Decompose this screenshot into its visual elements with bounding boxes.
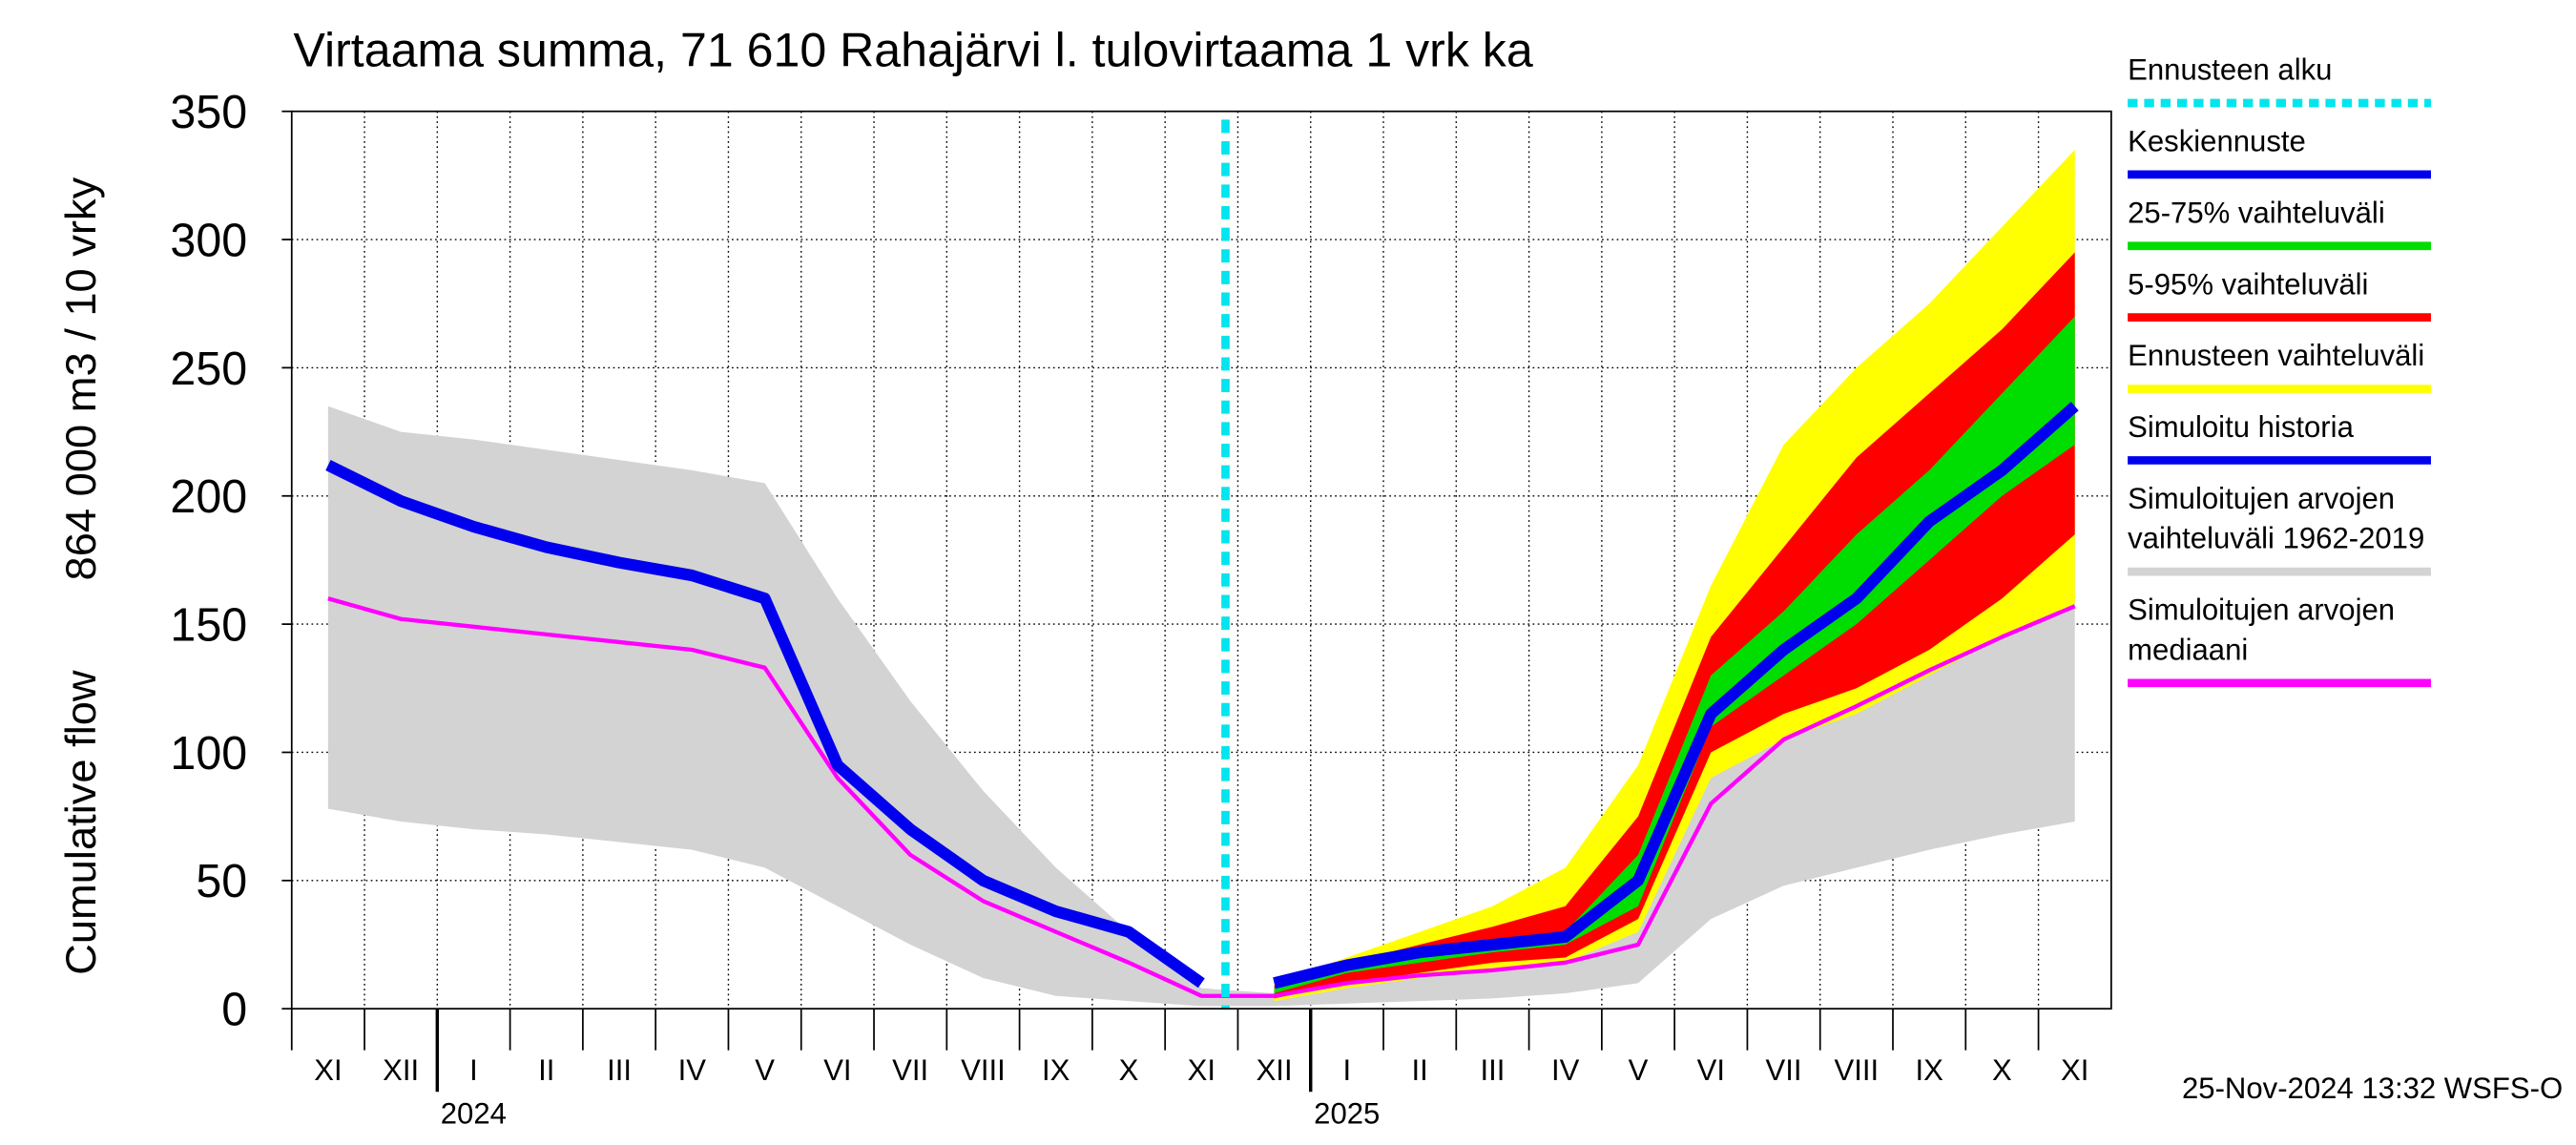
y-axis-unit: 864 000 m3 / 10 vrky: [56, 177, 105, 580]
x-tick-label: IV: [678, 1053, 707, 1087]
range-band: [327, 406, 2075, 1007]
range-band: [1274, 252, 2075, 999]
y-tick-label: 150: [170, 599, 247, 651]
x-tick-label: VIII: [961, 1053, 1006, 1087]
legend-label: Simuloitujen arvojen vaihteluväli 1962-20…: [2128, 482, 2424, 555]
y-tick-label: 200: [170, 471, 247, 523]
y-tick-label: 250: [170, 344, 247, 395]
x-tick-label: IX: [1915, 1053, 1943, 1087]
x-tick-label: II: [538, 1053, 554, 1087]
legend-label: Simuloitujen arvojen mediaani: [2128, 593, 2395, 667]
x-tick-label: IX: [1042, 1053, 1070, 1087]
legend-label: Keskiennuste: [2128, 124, 2306, 157]
legend-label: Ennusteen vaihteluväli: [2128, 339, 2424, 372]
x-tick-label: XII: [1257, 1053, 1293, 1087]
year-label: 2025: [1314, 1096, 1380, 1130]
x-tick-label: XI: [2061, 1053, 2088, 1087]
y-tick-label: 100: [170, 728, 247, 780]
chart-title: Virtaama summa, 71 610 Rahajärvi l. tulo…: [293, 22, 1532, 76]
series-line: [325, 460, 1205, 989]
range-band: [1274, 149, 2075, 1002]
x-tick-label: VI: [823, 1053, 851, 1087]
y-axis-label: Cumulative flow: [56, 670, 105, 975]
x-tick-label: III: [607, 1053, 632, 1087]
y-tick-label: 300: [170, 215, 247, 266]
legend-label: 5-95% vaihteluväli: [2128, 267, 2368, 301]
x-tick-label: III: [1480, 1053, 1505, 1087]
series-line: [1273, 402, 2079, 989]
x-tick-label: I: [469, 1053, 478, 1087]
legend-label: Simuloitu historia: [2128, 410, 2354, 444]
x-tick-label: VI: [1697, 1053, 1725, 1087]
plot-frame: [290, 110, 2112, 1010]
timestamp: 25-Nov-2024 13:32 WSFS-O: [2182, 1072, 2563, 1105]
x-tick-label: VII: [892, 1053, 928, 1087]
x-tick-label: II: [1412, 1053, 1428, 1087]
series-line: [327, 596, 2076, 998]
x-tick-label: XII: [383, 1053, 419, 1087]
y-tick-label: 350: [170, 87, 247, 138]
x-tick-label: VII: [1766, 1053, 1802, 1087]
x-tick-label: V: [1629, 1053, 1649, 1087]
y-tick-label: 50: [196, 856, 247, 907]
x-tick-label: VIII: [1835, 1053, 1880, 1087]
y-tick-label: 0: [221, 984, 247, 1035]
x-tick-label: IV: [1551, 1053, 1580, 1087]
x-tick-label: X: [1992, 1053, 2012, 1087]
x-tick-label: XI: [1188, 1053, 1215, 1087]
year-label: 2024: [441, 1096, 507, 1130]
legend-label: 25-75% vaihteluväli: [2128, 196, 2385, 229]
x-tick-label: I: [1343, 1053, 1352, 1087]
legend-label: Ennusteen alku: [2128, 52, 2332, 86]
x-tick-label: XI: [314, 1053, 342, 1087]
x-tick-label: V: [755, 1053, 775, 1087]
x-tick-label: X: [1119, 1053, 1139, 1087]
